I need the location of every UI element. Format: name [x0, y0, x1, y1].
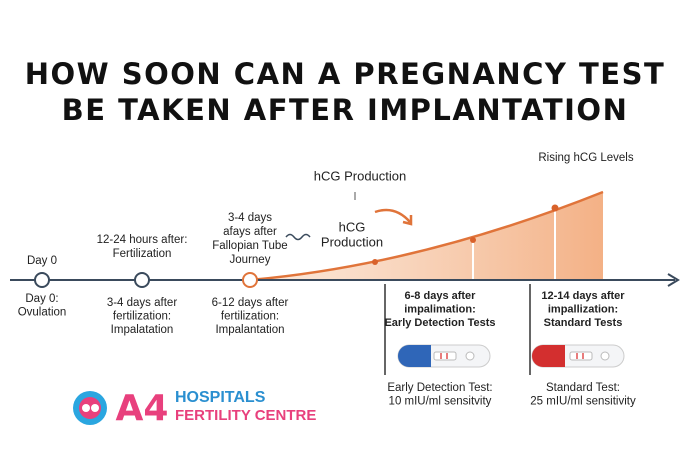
test-heading: 6-8 days after	[405, 290, 477, 302]
milestone-detail: fertilization:	[221, 311, 279, 323]
milestone	[134, 272, 150, 288]
logo-name: HOSPITALS	[175, 389, 266, 406]
milestone-label: Fallopian Tube	[212, 240, 287, 252]
milestone-label: afays after	[223, 226, 277, 238]
title: BE TAKEN AFTER IMPLANTATION	[62, 93, 629, 127]
test-heading: 12-14 days after	[541, 290, 625, 302]
hcg-label: hCG Production	[314, 168, 407, 183]
milestone-label: Fertilization	[113, 248, 172, 260]
title: HOW SOON CAN A PREGNANCY TEST	[25, 57, 666, 91]
curve-point	[372, 259, 378, 265]
milestone-label: 3-4 days	[228, 212, 272, 224]
squiggle	[285, 233, 311, 241]
test-heading: impallization:	[548, 303, 618, 315]
milestone-detail: 3-4 days after	[107, 297, 177, 309]
timeline-arrow	[667, 273, 680, 287]
hcg-area	[250, 192, 603, 280]
logo-icon	[73, 391, 107, 425]
arrow-head	[402, 215, 413, 226]
milestone-detail: Ovulation	[18, 307, 67, 319]
test-caption: 25 mIU/ml sensitivity	[530, 396, 636, 408]
test-heading: Early Detection Tests	[384, 317, 495, 329]
test-caption: 10 mIU/ml sensitvity	[389, 396, 492, 408]
milestone	[242, 272, 258, 288]
curve-point	[470, 237, 476, 243]
milestone-label: 12-24 hours after:	[97, 234, 188, 246]
milestone-detail: Impalatation	[111, 324, 174, 336]
standard-test	[531, 344, 625, 368]
test-caption: Early Detection Test:	[387, 382, 492, 394]
early-test	[397, 344, 491, 368]
milestone-detail: 6-12 days after	[212, 297, 289, 309]
arrow	[374, 208, 411, 223]
hcg-label: Production	[321, 234, 383, 249]
hcg-label: hCG	[339, 219, 366, 234]
milestone-detail: Impalantation	[215, 324, 284, 336]
milestone-label: Journey	[230, 254, 271, 266]
milestone-detail: Day 0:	[25, 293, 58, 305]
test-heading: impalimation:	[404, 303, 476, 315]
milestone-label: Day 0	[27, 255, 57, 267]
test-caption: Standard Test:	[546, 382, 620, 394]
curve-point	[551, 204, 559, 212]
milestone	[34, 272, 50, 288]
curve-label: Rising hCG Levels	[538, 152, 633, 164]
logo-subtitle: FERTILITY CENTRE	[175, 407, 316, 424]
milestone-detail: fertilization:	[113, 311, 171, 323]
test-heading: Standard Tests	[544, 317, 623, 329]
logo-mark: A4	[116, 388, 169, 429]
